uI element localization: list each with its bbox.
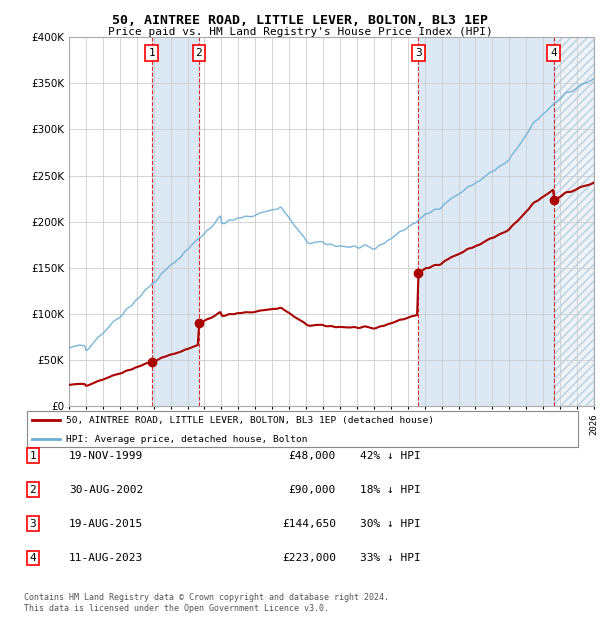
Text: 50, AINTREE ROAD, LITTLE LEVER, BOLTON, BL3 1EP (detached house): 50, AINTREE ROAD, LITTLE LEVER, BOLTON, … <box>66 416 434 425</box>
Text: 2: 2 <box>29 485 37 495</box>
Text: 2: 2 <box>196 48 202 58</box>
Text: 33% ↓ HPI: 33% ↓ HPI <box>360 553 421 563</box>
Text: 4: 4 <box>29 553 37 563</box>
Text: 4: 4 <box>550 48 557 58</box>
Text: £223,000: £223,000 <box>282 553 336 563</box>
Text: 30% ↓ HPI: 30% ↓ HPI <box>360 519 421 529</box>
Bar <box>152 37 199 406</box>
Text: £144,650: £144,650 <box>282 519 336 529</box>
Bar <box>554 37 594 406</box>
Text: Contains HM Land Registry data © Crown copyright and database right 2024.
This d: Contains HM Land Registry data © Crown c… <box>24 593 389 613</box>
Text: £90,000: £90,000 <box>289 485 336 495</box>
Text: £48,000: £48,000 <box>289 451 336 461</box>
Text: 11-AUG-2023: 11-AUG-2023 <box>69 553 143 563</box>
Text: 1: 1 <box>29 451 37 461</box>
Text: 42% ↓ HPI: 42% ↓ HPI <box>360 451 421 461</box>
Text: 19-AUG-2015: 19-AUG-2015 <box>69 519 143 529</box>
Text: HPI: Average price, detached house, Bolton: HPI: Average price, detached house, Bolt… <box>66 435 307 444</box>
FancyBboxPatch shape <box>27 411 578 448</box>
Text: Price paid vs. HM Land Registry's House Price Index (HPI): Price paid vs. HM Land Registry's House … <box>107 27 493 37</box>
Text: 3: 3 <box>29 519 37 529</box>
Text: 3: 3 <box>415 48 422 58</box>
Bar <box>418 37 554 406</box>
Text: 30-AUG-2002: 30-AUG-2002 <box>69 485 143 495</box>
Text: 18% ↓ HPI: 18% ↓ HPI <box>360 485 421 495</box>
Text: 50, AINTREE ROAD, LITTLE LEVER, BOLTON, BL3 1EP: 50, AINTREE ROAD, LITTLE LEVER, BOLTON, … <box>112 14 488 27</box>
Text: 19-NOV-1999: 19-NOV-1999 <box>69 451 143 461</box>
Text: 1: 1 <box>148 48 155 58</box>
Bar <box>554 37 594 406</box>
